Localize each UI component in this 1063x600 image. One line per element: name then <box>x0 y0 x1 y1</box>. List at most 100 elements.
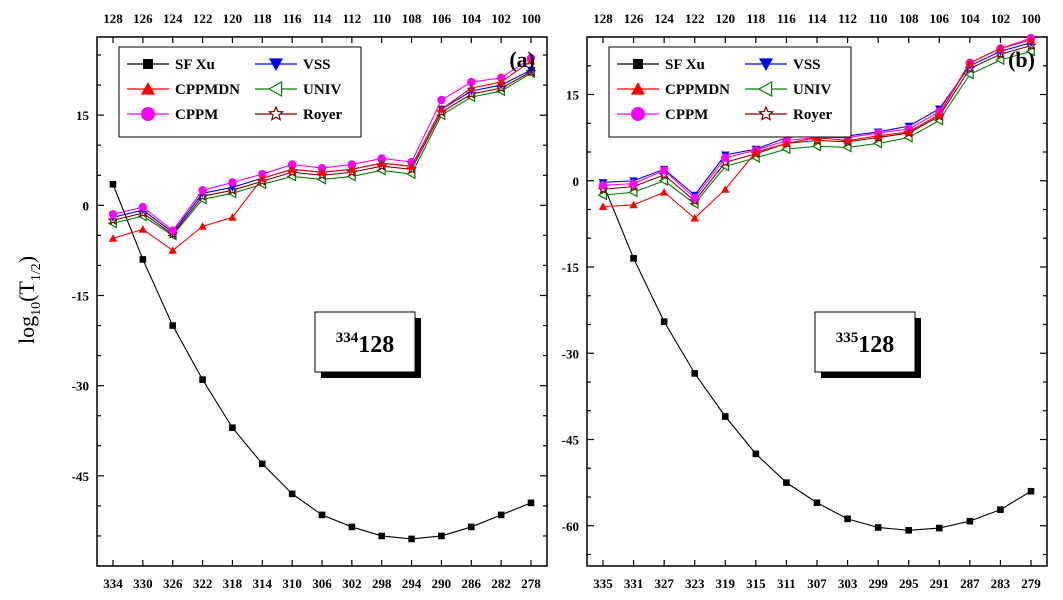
legend: SF Xu VSS CPPMDN UNIV CPPM Royer <box>118 46 362 138</box>
legend-marker-royer <box>267 105 285 121</box>
legend-entry-sf-xu: SF Xu <box>127 57 215 73</box>
x-tick-label: 331 <box>624 576 644 591</box>
data-point-cppmdn <box>782 139 791 147</box>
x-tick-label: 283 <box>991 576 1011 591</box>
legend-label: UNIV <box>303 82 342 98</box>
top-x-tick-label: 108 <box>402 11 422 26</box>
data-point-cppmdn <box>965 58 975 67</box>
data-point-cppmdn <box>598 202 608 210</box>
top-x-tick-label: 110 <box>372 11 391 26</box>
series-sf-xu <box>109 180 535 543</box>
panel-a: 3341283301263261243221223181203141183101… <box>72 11 548 591</box>
data-point-sf-xu <box>721 413 729 420</box>
y-tick-label: -15 <box>562 260 580 275</box>
top-x-tick-label: 116 <box>283 11 302 26</box>
data-point-univ <box>964 69 974 80</box>
annotation-box <box>814 311 916 373</box>
legend-box <box>608 46 852 138</box>
data-point-sf-xu <box>691 370 699 377</box>
data-point-cppmdn <box>1026 35 1036 44</box>
legend-box <box>118 46 362 138</box>
svg-text:log10(T1/2): log10(T1/2) <box>14 256 44 344</box>
data-point-cppm <box>138 202 148 212</box>
data-point-cppmdn <box>108 234 118 242</box>
x-tick-label: 282 <box>491 576 511 591</box>
legend-label: SF Xu <box>175 57 215 73</box>
data-point-univ <box>658 175 669 186</box>
data-point-univ <box>628 187 638 198</box>
top-x-tick-label: 124 <box>654 11 674 26</box>
data-point-sf-xu <box>660 318 668 325</box>
data-point-sf-xu <box>935 524 943 532</box>
data-point-cppmdn <box>198 222 207 230</box>
x-tick-label: 302 <box>342 576 362 591</box>
x-tick-label: 290 <box>432 576 452 591</box>
legend-marker-univ <box>757 80 773 98</box>
data-point-cppm <box>407 157 416 167</box>
data-point-cppm <box>690 193 699 203</box>
legend-marker-cppm <box>631 107 645 121</box>
top-x-tick-label: 100 <box>1021 11 1041 26</box>
x-tick-label: 330 <box>133 576 153 591</box>
x-tick-label: 298 <box>372 576 392 591</box>
data-point-sf-xu <box>874 524 882 531</box>
data-point-sf-xu <box>438 532 445 540</box>
data-point-univ <box>842 142 852 153</box>
top-x-tick-label: 120 <box>716 11 736 26</box>
y-tick-label: -30 <box>72 379 89 394</box>
legend-label: CPPM <box>665 107 708 123</box>
data-point-cppmdn <box>496 77 506 86</box>
nucleus-z: 128 <box>858 332 894 358</box>
nucleus-mass: 335 <box>836 330 859 346</box>
legend-marker-vss <box>759 58 773 71</box>
data-point-cppmdn <box>904 127 913 136</box>
nucleus-annotation: 334128 <box>314 311 421 378</box>
data-point-univ <box>872 138 883 149</box>
y-tick-label: -45 <box>562 433 580 448</box>
legend-marker-sf-xu <box>633 59 643 69</box>
x-tick-label: 295 <box>899 576 919 591</box>
data-point-univ <box>1025 46 1035 57</box>
legend-entry-cppmdn: CPPMDN <box>617 82 730 98</box>
data-point-cppmdn <box>659 188 669 196</box>
legend-marker-cppm <box>141 107 155 121</box>
legend-entry-univ: UNIV <box>745 80 832 98</box>
data-point-sf-xu <box>527 499 535 507</box>
top-x-tick-label: 114 <box>313 11 332 26</box>
series-cppmdn <box>108 56 536 254</box>
legend-entry-sf-xu: SF Xu <box>617 57 705 73</box>
data-point-sf-xu <box>630 255 637 262</box>
top-x-tick-label: 128 <box>103 11 123 26</box>
panel-label: (b) <box>1008 47 1035 72</box>
y-tick-label: -60 <box>562 519 579 534</box>
x-tick-label: 323 <box>685 576 705 591</box>
top-x-tick-label: 108 <box>899 11 919 26</box>
top-x-tick-label: 102 <box>491 11 511 26</box>
nucleus-label: 334128 <box>336 330 395 358</box>
data-point-sf-xu <box>813 499 821 507</box>
data-point-sf-xu <box>844 515 851 523</box>
top-x-tick-label: 112 <box>838 11 857 26</box>
legend-entry-vss: VSS <box>745 57 821 73</box>
data-point-sf-xu <box>408 535 415 543</box>
legend-entry-royer: Royer <box>745 105 832 123</box>
x-tick-label: 303 <box>838 576 858 591</box>
data-point-cppmdn <box>377 159 386 167</box>
data-point-sf-xu <box>905 527 913 534</box>
x-tick-label: 306 <box>312 576 332 591</box>
data-point-cppmdn <box>317 168 327 176</box>
data-point-cppmdn <box>347 165 357 173</box>
nucleus-mass: 334 <box>336 330 359 346</box>
legend-label: CPPM <box>175 107 218 123</box>
data-point-cppm <box>168 226 177 235</box>
y-axis-label-prefix: log <box>14 316 39 344</box>
y-tick-label: -30 <box>562 346 579 361</box>
data-point-cppmdn <box>228 213 237 221</box>
data-point-vss <box>526 66 536 75</box>
data-point-cppmdn <box>407 162 416 170</box>
legend-marker-royer <box>757 105 775 121</box>
data-point-sf-xu <box>752 450 760 458</box>
data-point-cppmdn <box>138 225 148 233</box>
annotation-box <box>314 311 416 373</box>
